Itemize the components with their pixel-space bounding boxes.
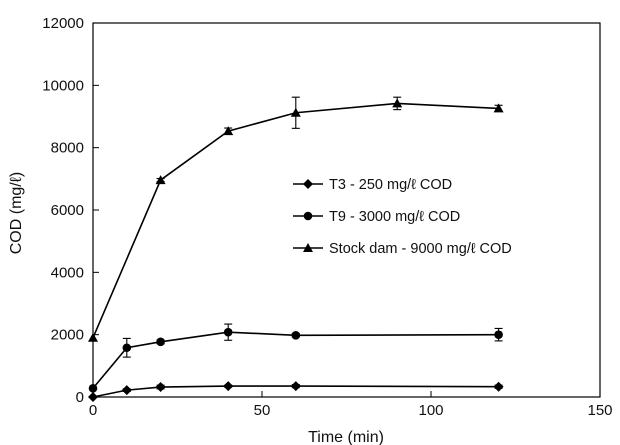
- data-point: [88, 392, 98, 402]
- data-point: [223, 381, 234, 392]
- x-tick-label: 0: [89, 402, 97, 419]
- legend-item: T3 - 250 mg/ℓ COD: [293, 177, 452, 193]
- x-axis-title: Time (min): [308, 429, 384, 445]
- y-tick-label: 6000: [51, 202, 84, 219]
- data-point: [155, 175, 166, 185]
- series-line: [92, 385, 499, 398]
- y-tick-label: 2000: [51, 327, 84, 344]
- x-tick-label: 150: [587, 402, 612, 419]
- legend-label: T3 - 250 mg/ℓ COD: [329, 177, 452, 193]
- series-line: [92, 102, 499, 339]
- data-point: [121, 385, 132, 396]
- data-point: [88, 332, 98, 342]
- data-point: [156, 337, 165, 347]
- y-tick-label: 10000: [42, 77, 84, 94]
- y-tick-label: 8000: [51, 140, 84, 157]
- data-point: [223, 126, 234, 136]
- series-3: [88, 96, 504, 342]
- data-point: [122, 343, 132, 353]
- legend-item: T9 - 3000 mg/ℓ COD: [293, 209, 460, 225]
- legend-marker: [303, 179, 313, 189]
- data-point: [493, 381, 504, 392]
- x-tick-label: 50: [254, 402, 271, 419]
- y-tick-label: 12000: [42, 15, 84, 32]
- series-2: [88, 323, 503, 393]
- y-tick-label: 0: [76, 389, 84, 406]
- y-axis-title: COD (mg/ℓ): [8, 172, 25, 255]
- data-point: [223, 327, 233, 337]
- series-line: [92, 331, 499, 389]
- data-point: [392, 98, 403, 108]
- data-point: [493, 103, 504, 113]
- data-point: [290, 381, 301, 392]
- data-point: [155, 382, 166, 393]
- data-point: [291, 330, 301, 340]
- series-1: [88, 381, 504, 402]
- legend-item: Stock dam - 9000 mg/ℓ COD: [293, 241, 512, 257]
- x-tick-label: 100: [418, 402, 443, 419]
- y-tick-label: 4000: [51, 264, 84, 281]
- legend-marker: [303, 243, 313, 252]
- legend-label: T9 - 3000 mg/ℓ COD: [329, 209, 460, 225]
- legend-label: Stock dam - 9000 mg/ℓ COD: [329, 241, 512, 257]
- legend-marker: [303, 211, 313, 221]
- axis-ticks: 0 2000 4000 6000 8000 10000 12000 0 50 100 150: [42, 15, 612, 419]
- data-point: [494, 330, 503, 339]
- data-point: [290, 107, 301, 117]
- series-layer: [88, 96, 504, 402]
- data-point: [88, 383, 98, 393]
- legend: T3 - 250 mg/ℓ COD T9 - 3000 mg/ℓ COD Stock…: [293, 177, 512, 257]
